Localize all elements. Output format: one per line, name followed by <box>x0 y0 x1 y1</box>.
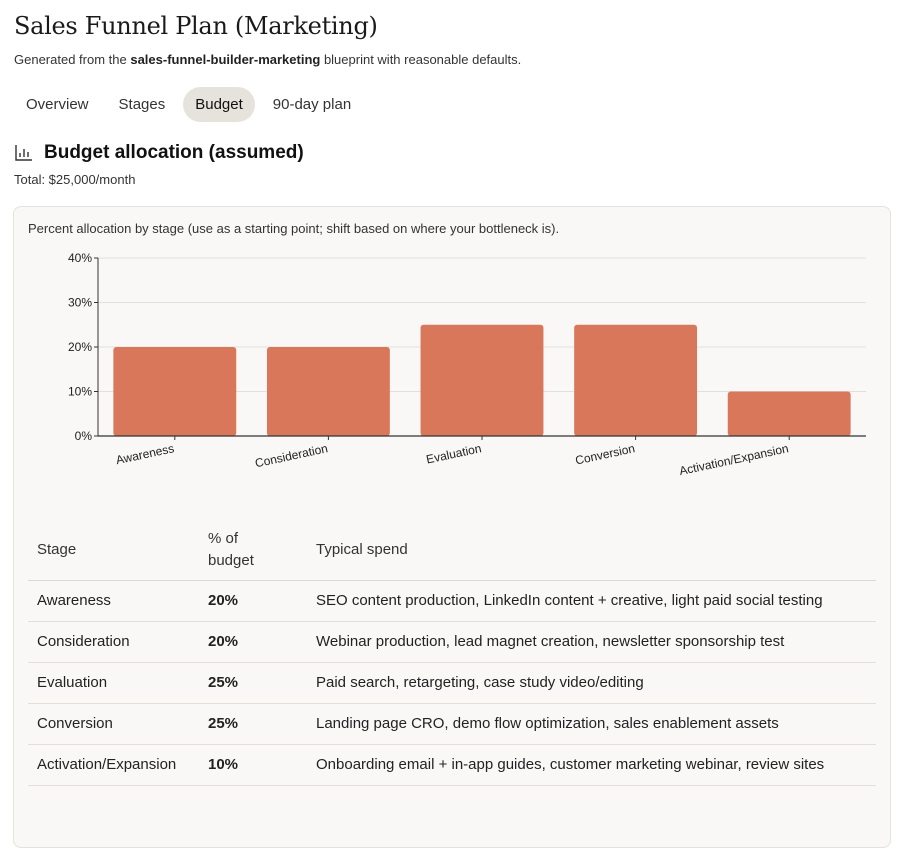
cell-pct: 25% <box>199 662 307 704</box>
y-tick-label: 40% <box>68 251 92 265</box>
x-tick-label: Conversion <box>574 441 636 467</box>
x-tick-label: Consideration <box>254 441 329 470</box>
table-row: Evaluation 25% Paid search, retargeting,… <box>28 662 876 704</box>
chart-caption: Percent allocation by stage (use as a st… <box>28 221 560 236</box>
x-tick-label: Awareness <box>115 441 176 467</box>
cell-stage: Activation/Expansion <box>28 744 199 786</box>
header-pct: % of budget <box>199 520 307 581</box>
table-row: Conversion 25% Landing page CRO, demo fl… <box>28 703 876 745</box>
table-row: Consideration 20% Webinar production, le… <box>28 621 876 663</box>
cell-stage: Awareness <box>28 580 199 622</box>
cell-spend: Webinar production, lead magnet creation… <box>307 621 876 663</box>
bar <box>420 324 544 436</box>
cell-stage: Conversion <box>28 703 199 745</box>
cell-spend: SEO content production, LinkedIn content… <box>307 580 876 622</box>
cell-stage: Consideration <box>28 621 199 663</box>
section-title: Budget allocation (assumed) <box>44 142 304 163</box>
cell-stage: Evaluation <box>28 662 199 704</box>
header-pct-line2: budget <box>208 552 254 569</box>
tab-budget[interactable]: Budget <box>183 87 255 122</box>
bar <box>113 347 237 436</box>
y-tick-label: 30% <box>68 296 92 310</box>
budget-bar-chart: 0% 10% 20% 30% 40% Awareness Consideration Eval… <box>68 251 866 478</box>
budget-card: Percent allocation by stage (use as a st… <box>13 206 891 848</box>
table-row: Activation/Expansion 10% Onboarding emai… <box>28 744 876 786</box>
bar-chart-icon <box>15 145 32 161</box>
bar <box>266 347 390 436</box>
subtitle-suffix: blueprint with reasonable defaults. <box>320 52 522 67</box>
bar <box>727 391 851 436</box>
budget-total: Total: $25,000/month <box>14 172 136 187</box>
cell-pct: 20% <box>199 580 307 622</box>
bar <box>574 324 698 436</box>
tab-bar: Overview Stages Budget 90-day plan <box>14 87 363 122</box>
table-row: Awareness 20% SEO content production, Li… <box>28 580 876 622</box>
cell-spend: Onboarding email + in-app guides, custom… <box>307 744 876 786</box>
header-pct-line1: % of <box>208 530 239 547</box>
tab-overview[interactable]: Overview <box>26 96 89 113</box>
blueprint-name: sales-funnel-builder-marketing <box>130 52 321 67</box>
x-tick-label: Activation/Expansion <box>678 441 790 478</box>
tab-90-day-plan[interactable]: 90-day plan <box>272 96 352 113</box>
page-subtitle: Generated from the sales-funnel-builder-… <box>14 52 521 67</box>
tab-stages[interactable]: Stages <box>118 96 166 113</box>
y-tick-label: 10% <box>68 385 92 399</box>
cell-pct: 25% <box>199 703 307 745</box>
y-tick-label: 0% <box>75 429 93 443</box>
x-tick-label: Evaluation <box>425 441 483 466</box>
page-title: Sales Funnel Plan (Marketing) <box>14 12 378 40</box>
table-header-row: Stage % of budget Typical spend <box>28 520 876 581</box>
cell-spend: Paid search, retargeting, case study vid… <box>307 662 876 704</box>
cell-spend: Landing page CRO, demo flow optimization… <box>307 703 876 745</box>
header-stage: Stage <box>28 520 199 581</box>
y-tick-label: 20% <box>68 340 92 354</box>
cell-pct: 10% <box>199 744 307 786</box>
header-spend: Typical spend <box>307 520 876 581</box>
budget-table: Stage % of budget Typical spend Awareness… <box>28 520 876 786</box>
section-header: Budget allocation (assumed) <box>14 142 304 164</box>
subtitle-prefix: Generated from the <box>14 52 131 67</box>
cell-pct: 20% <box>199 621 307 663</box>
